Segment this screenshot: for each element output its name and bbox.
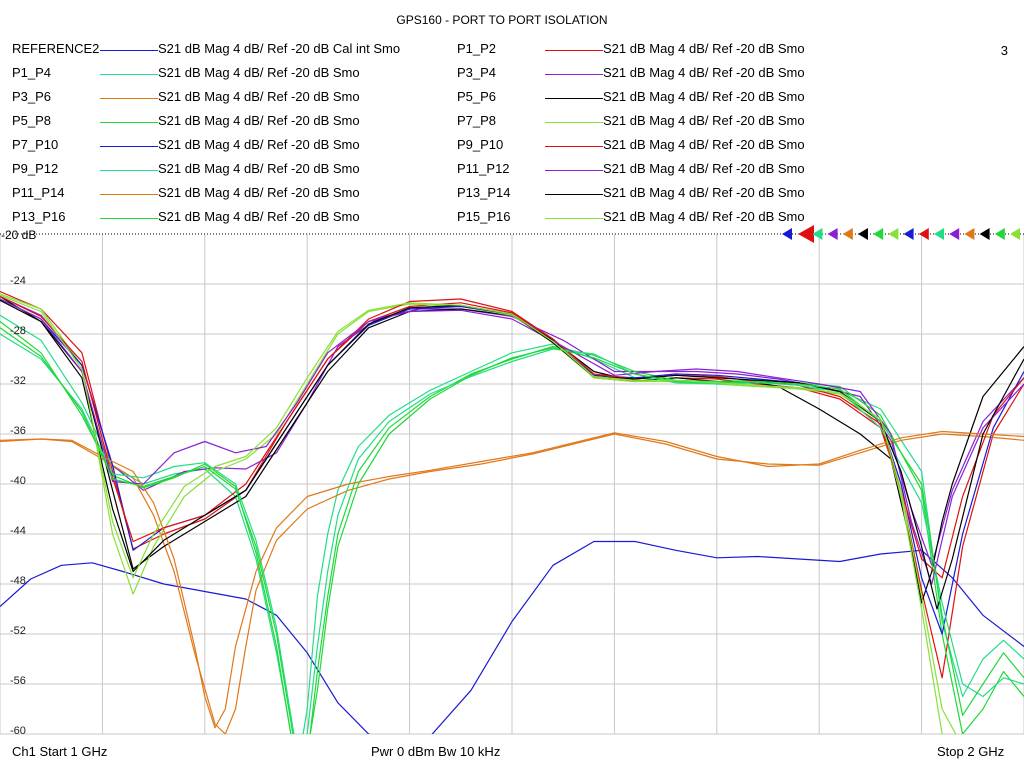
trace-p3-p6 [0, 433, 1024, 734]
legend-format: S21 dB Mag 4 dB/ Ref -20 dB Smo [603, 137, 805, 152]
legend-name: P11_P14 [12, 185, 65, 200]
y-tick-label: -56 [10, 675, 26, 687]
y-tick-label: -60 [10, 725, 26, 737]
legend-swatch [100, 50, 158, 51]
legend-format: S21 dB Mag 4 dB/ Ref -20 dB Smo [603, 161, 805, 176]
reference-markers [782, 225, 1020, 243]
legend-name: P5_P8 [12, 113, 52, 128]
trace-p13-p14 [0, 299, 1024, 610]
y-tick-label: -36 [10, 425, 26, 437]
trace-p9-p10 [0, 295, 1024, 579]
reference-marker [812, 228, 823, 240]
legend-swatch [100, 122, 158, 123]
legend-format: S21 dB Mag 4 dB/ Ref -20 dB Smo [158, 89, 360, 104]
y-tick-label: -48 [10, 575, 26, 587]
legend-format: S21 dB Mag 4 dB/ Ref -20 dB Smo [603, 41, 805, 56]
legend-format: S21 dB Mag 4 dB/ Ref -20 dB Cal int Smo [158, 41, 401, 56]
legend-swatch [100, 194, 158, 195]
legend-format: S21 dB Mag 4 dB/ Ref -20 dB Smo [158, 209, 360, 224]
legend-name: P5_P6 [457, 89, 497, 104]
legend-swatch [545, 74, 603, 75]
legend-format: S21 dB Mag 4 dB/ Ref -20 dB Smo [603, 89, 805, 104]
y-tick-label: -24 [10, 275, 26, 287]
legend-format: S21 dB Mag 4 dB/ Ref -20 dB Smo [603, 65, 805, 80]
legend-swatch [100, 98, 158, 99]
legend-swatch [100, 74, 158, 75]
legend-swatch [545, 194, 603, 195]
reference-marker [858, 228, 868, 240]
reference-marker [798, 225, 814, 243]
legend-name: P3_P6 [12, 89, 52, 104]
legend-swatch [100, 218, 158, 219]
legend-name: P7_P8 [457, 113, 497, 128]
chart-title: GPS160 - PORT TO PORT ISOLATION [396, 13, 608, 27]
legend-format: S21 dB Mag 4 dB/ Ref -20 dB Smo [158, 113, 360, 128]
trace-p15-p16 [0, 294, 957, 734]
legend-name: P13_P14 [457, 185, 511, 200]
legend-format: S21 dB Mag 4 dB/ Ref -20 dB Smo [158, 185, 360, 200]
traces [0, 290, 1024, 734]
reference-marker [782, 228, 792, 240]
reference-marker [827, 228, 838, 240]
legend-format: S21 dB Mag 4 dB/ Ref -20 dB Smo [158, 161, 360, 176]
legend-format: S21 dB Mag 4 dB/ Ref -20 dB Smo [603, 113, 805, 128]
y-tick-label: -52 [10, 625, 26, 637]
reference-marker [934, 228, 944, 240]
legend-swatch [545, 146, 603, 147]
trace-p9-p12 [0, 333, 1024, 734]
reference-marker [994, 228, 1005, 240]
reference-marker [903, 228, 914, 240]
reference-marker [842, 228, 853, 240]
reference-marker [873, 228, 884, 240]
legend-name: REFERENCE2 [12, 41, 100, 56]
reference-level-label: -20 dB [1, 228, 37, 242]
legend-name: P1_P4 [12, 65, 52, 80]
stop-frequency: Stop 2 GHz [937, 744, 1005, 759]
y-tick-label: -40 [10, 475, 26, 487]
legend-name: P11_P12 [457, 161, 510, 176]
legend-name: P9_P10 [457, 137, 504, 152]
reference-marker [949, 228, 960, 240]
power-bandwidth: Pwr 0 dBm Bw 10 kHz [371, 744, 501, 759]
reference-marker [979, 228, 990, 240]
trace-p5-p6 [0, 295, 1024, 604]
legend-format: S21 dB Mag 4 dB/ Ref -20 dB Smo [158, 137, 360, 152]
legend-format: S21 dB Mag 4 dB/ Ref -20 dB Smo [158, 65, 360, 80]
reference-marker [888, 228, 899, 240]
channel-number: 3 [1000, 43, 1008, 58]
trace-reference2 [0, 540, 1024, 734]
reference-marker [1010, 228, 1020, 240]
legend-name: P7_P10 [12, 137, 59, 152]
legend-format: S21 dB Mag 4 dB/ Ref -20 dB Smo [603, 185, 805, 200]
legend-swatch [545, 98, 603, 99]
grid [0, 233, 1024, 735]
start-frequency: Ch1 Start 1 GHz [12, 744, 108, 759]
legend-name: P3_P4 [457, 65, 497, 80]
trace-p5-p8 [0, 321, 1024, 734]
trace-p13-p16 [0, 327, 1024, 734]
legend-name: P1_P2 [457, 41, 497, 56]
legend-format: S21 dB Mag 4 dB/ Ref -20 dB Smo [603, 209, 805, 224]
legend-swatch [545, 50, 603, 51]
legend-name: P9_P12 [12, 161, 59, 176]
legend-swatch [100, 170, 158, 171]
y-tick-label: -28 [10, 325, 26, 337]
reference-marker [964, 228, 975, 240]
legend-name: P13_P16 [12, 209, 66, 224]
legend-name: P15_P16 [457, 209, 511, 224]
y-tick-label: -44 [10, 525, 26, 537]
y-tick-label: -32 [10, 375, 26, 387]
trace-p11-p14 [0, 430, 1024, 729]
legend-swatch [100, 146, 158, 147]
legend-swatch [545, 122, 603, 123]
legend-swatch [545, 170, 603, 171]
reference-marker [918, 228, 929, 240]
legend-swatch [545, 218, 603, 219]
trace-p7-p8 [0, 293, 995, 734]
